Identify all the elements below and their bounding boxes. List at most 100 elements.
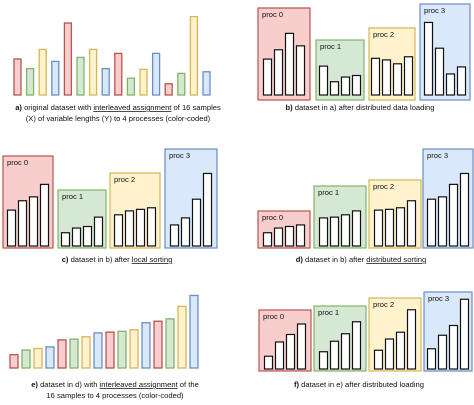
bar-a-14 <box>189 15 199 96</box>
proc-label-f-3: proc 3 <box>428 294 449 303</box>
bar-b-0-0 <box>262 58 273 96</box>
bar-c-3-1 <box>180 217 191 247</box>
bar-f-1-3 <box>351 321 362 370</box>
bar-f-1-0 <box>318 351 329 370</box>
bar-b-3-3 <box>456 66 467 96</box>
panel-d-caption-prefix: d) <box>296 255 304 264</box>
panel-d-caption-underlined: distributed sorting <box>366 255 426 264</box>
panel-c-caption-underlined: local sorting <box>132 255 173 264</box>
bar-c-2-1 <box>124 210 135 247</box>
panel-f: proc 0 proc 1 proc 2 proc 3 <box>258 291 473 372</box>
bar-c-2-3 <box>146 207 157 247</box>
bar-e-15 <box>189 294 199 369</box>
bar-d-3-0 <box>426 198 437 247</box>
bar-d-2-3 <box>406 200 417 247</box>
proc-label-d-2: proc 2 <box>373 182 394 191</box>
bar-c-1-3 <box>93 216 104 247</box>
panel-f-caption: f) dataset in e) after distributed loadi… <box>294 380 424 389</box>
panel-a <box>13 15 211 96</box>
bar-e-14 <box>177 305 187 369</box>
bar-a-10 <box>139 68 148 96</box>
bar-f-3-1 <box>437 334 448 370</box>
panel-e <box>9 294 199 369</box>
panel-e-caption-line2: 16 samples to 4 processes (color-coded) <box>46 391 184 400</box>
bar-d-1-3 <box>351 210 362 247</box>
bar-c-3-3 <box>202 172 213 247</box>
proc-label-c-1: proc 1 <box>62 192 83 201</box>
bar-d-1-0 <box>318 217 329 247</box>
panel-f-caption-prefix: f) <box>294 380 300 389</box>
bar-c-1-1 <box>71 227 82 247</box>
bar-b-0-1 <box>273 49 284 96</box>
bar-f-0-3 <box>296 323 307 370</box>
panel-a-caption-line2: (X) of variable lengths (Y) to 4 process… <box>26 114 211 123</box>
bar-f-1-1 <box>329 340 340 370</box>
proc-label-d-3: proc 3 <box>427 151 448 160</box>
bar-f-0-0 <box>263 355 274 370</box>
panel-e-caption-underlined: interleaved assignment <box>100 380 179 389</box>
panel-d: proc 0 proc 1 proc 2 proc 3 <box>257 148 474 249</box>
bar-e-2 <box>33 347 43 369</box>
bar-d-2-1 <box>384 208 395 247</box>
panel-c-caption: c) dataset in b) after local sorting <box>62 255 173 264</box>
bar-e-9 <box>117 330 127 369</box>
proc-label-b-3: proc 3 <box>424 6 445 15</box>
bar-d-2-2 <box>395 207 406 247</box>
bar-c-1-0 <box>60 232 71 247</box>
bar-f-3-3 <box>459 298 470 370</box>
bar-c-0-3 <box>39 183 50 247</box>
panel-b: proc 0 proc 1 proc 2 proc 3 <box>257 3 471 101</box>
bar-f-3-2 <box>448 324 459 370</box>
bar-a-2 <box>38 48 47 96</box>
bar-a-8 <box>114 52 123 96</box>
bar-b-0-3 <box>295 45 306 96</box>
bar-d-0-0 <box>262 232 273 247</box>
bar-d-0-2 <box>284 225 295 247</box>
bar-c-3-2 <box>191 198 202 247</box>
panel-a-caption-underlined: interleaved assignment <box>93 103 172 112</box>
panel-e-caption-prefix: e) <box>31 380 38 389</box>
proc-label-c-3: proc 3 <box>169 151 190 160</box>
bar-b-1-1 <box>329 81 340 96</box>
bar-f-0-1 <box>274 341 285 370</box>
bar-f-3-0 <box>426 348 437 370</box>
bar-a-15 <box>202 71 211 96</box>
bar-a-12 <box>164 83 173 96</box>
bar-a-7 <box>101 67 110 96</box>
bar-a-3 <box>51 60 60 96</box>
bar-a-4 <box>63 22 73 96</box>
bar-f-2-3 <box>406 309 417 370</box>
proc-label-c-2: proc 2 <box>114 175 135 184</box>
proc-label-c-0: proc 0 <box>7 158 28 167</box>
bar-f-2-2 <box>395 331 406 370</box>
bar-b-3-1 <box>434 47 445 96</box>
bar-c-1-2 <box>82 225 93 247</box>
bar-b-2-2 <box>392 63 403 96</box>
proc-label-b-2: proc 2 <box>373 30 394 39</box>
bar-c-0-2 <box>28 196 39 247</box>
bar-b-2-1 <box>381 59 392 96</box>
bar-e-10 <box>129 329 139 369</box>
bar-e-8 <box>105 331 115 369</box>
bar-e-7 <box>93 332 103 369</box>
bar-e-3 <box>45 346 55 369</box>
proc-label-f-1: proc 1 <box>318 308 339 317</box>
bar-f-1-2 <box>340 333 351 370</box>
bar-d-0-3 <box>295 224 306 247</box>
panel-a-caption-line1: a) original dataset with interleaved ass… <box>15 103 221 112</box>
proc-label-b-1: proc 1 <box>320 42 341 51</box>
bar-c-0-1 <box>17 200 28 247</box>
bar-d-3-2 <box>448 183 459 247</box>
bar-f-2-1 <box>384 338 395 370</box>
panel-e-caption-line1: e) dataset in d) with interleaved assign… <box>31 380 199 389</box>
proc-label-d-0: proc 0 <box>262 213 283 222</box>
bar-a-0 <box>13 58 22 96</box>
bar-e-11 <box>141 322 151 369</box>
panel-b-caption-prefix: b) <box>285 103 293 112</box>
bar-e-13 <box>165 318 175 369</box>
bar-d-2-0 <box>373 209 384 247</box>
bar-b-2-3 <box>403 56 414 96</box>
bar-b-0-2 <box>284 32 295 96</box>
panel-c-caption-prefix: c) <box>62 255 69 264</box>
